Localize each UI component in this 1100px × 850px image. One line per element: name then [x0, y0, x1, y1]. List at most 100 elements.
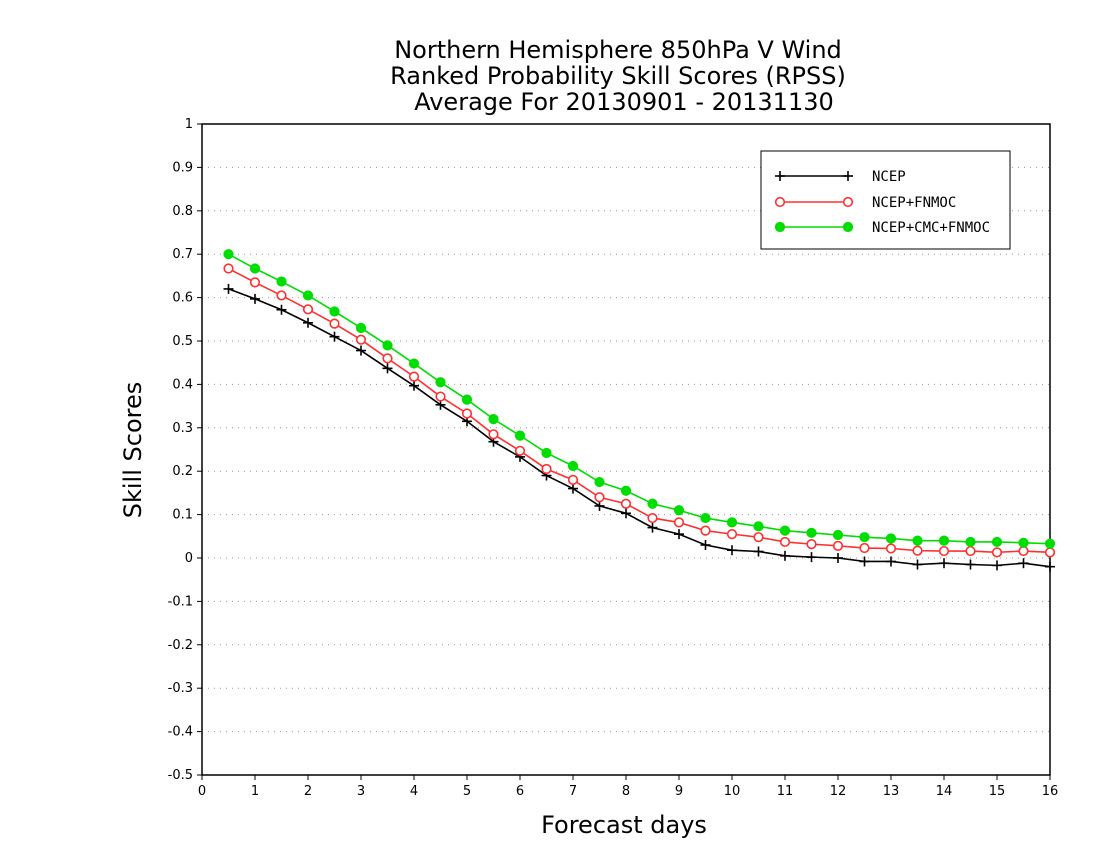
x-axis-label: Forecast days — [541, 811, 707, 839]
data-point-open-circle — [700, 525, 711, 536]
data-point-open-circle — [382, 353, 393, 364]
legend-items: NCEP NCEP+FNMOC NCEP+CMC+FNMOC — [774, 169, 990, 236]
x-tick-label: 8 — [622, 784, 630, 799]
data-point-plus — [674, 529, 684, 540]
data-point-filled-circle — [408, 358, 420, 369]
data-point-open-circle — [647, 512, 658, 524]
data-point-plus — [859, 556, 870, 567]
data-point-plus — [727, 545, 737, 556]
x-tick-label: 3 — [357, 784, 365, 799]
data-point-filled-circle — [806, 527, 817, 538]
series-ncep-cmc-fnmoc — [223, 249, 1056, 549]
data-point-filled-circle — [541, 447, 552, 459]
data-point-filled-circle — [832, 529, 844, 541]
series-ncep-fnmoc — [223, 263, 1056, 558]
data-point-filled-circle — [726, 517, 738, 528]
data-point-filled-circle — [435, 377, 446, 388]
y-tick-label: 0 — [185, 551, 193, 566]
grid — [202, 166, 1050, 733]
data-point-plus — [843, 171, 853, 181]
legend-item: NCEP — [775, 169, 906, 185]
y-tick-label: 0.2 — [172, 464, 193, 479]
data-point-filled-circle — [753, 521, 764, 532]
data-point-open-circle — [302, 304, 314, 315]
y-tick-label: 0.8 — [172, 204, 193, 219]
legend-item: NCEP+CMC+FNMOC — [774, 220, 990, 236]
plot-frame — [201, 123, 1051, 776]
y-tick-label: -0.1 — [168, 594, 193, 609]
data-point-filled-circle — [938, 535, 950, 546]
data-point-plus — [356, 345, 366, 356]
data-point-plus — [965, 559, 976, 570]
data-point-filled-circle — [842, 221, 854, 233]
data-point-open-circle — [541, 463, 552, 475]
chart-title-line-3: Average For 20130901 - 20131130 — [414, 88, 834, 116]
data-point-plus — [382, 363, 393, 374]
y-tick-label: -0.5 — [168, 768, 193, 783]
x-tick-label: 16 — [1042, 784, 1059, 799]
data-point-plus — [780, 550, 790, 561]
data-point-open-circle — [567, 474, 579, 485]
x-tick-label: 13 — [883, 784, 900, 799]
x-tick-label: 12 — [830, 784, 847, 799]
data-point-plus — [568, 483, 578, 494]
series-line — [228, 267, 1051, 554]
data-point-open-circle — [488, 429, 499, 440]
data-point-filled-circle — [382, 340, 393, 351]
data-point-plus — [329, 331, 340, 342]
data-point-open-circle — [514, 445, 526, 456]
legend-label: NCEP — [872, 169, 906, 185]
y-tick-label: 1 — [185, 117, 193, 132]
chart-title-line-2: Ranked Probability Skill Scores (RPSS) — [390, 62, 846, 90]
data-point-plus — [775, 171, 785, 181]
x-tick-label: 5 — [463, 784, 471, 799]
data-point-filled-circle — [249, 263, 261, 274]
y-tick-label: -0.2 — [168, 638, 193, 653]
data-point-plus — [594, 500, 605, 511]
data-point-plus — [886, 556, 896, 567]
data-point-plus — [753, 546, 764, 557]
data-point-open-circle — [806, 539, 817, 550]
data-point-plus — [647, 522, 658, 533]
data-point-filled-circle — [488, 414, 499, 425]
y-tick-label: 0.3 — [172, 421, 193, 436]
data-point-filled-circle — [991, 536, 1003, 548]
x-tick-label: 4 — [410, 784, 418, 799]
data-point-filled-circle — [965, 536, 976, 548]
legend-label: NCEP+FNMOC — [872, 195, 956, 211]
data-point-plus — [1018, 558, 1029, 569]
x-tick-label: 1 — [251, 784, 259, 799]
data-point-plus — [621, 508, 631, 519]
data-point-open-circle — [249, 277, 261, 288]
data-point-plus — [833, 553, 843, 563]
data-point-open-circle — [329, 318, 340, 329]
y-axis-ticks: 1 0.9 0.8 0.7 0.6 0.5 0.4 0.3 0.2 0.1 0 -0.1 -0.2 -0.… — [168, 117, 202, 783]
data-point-open-circle — [832, 540, 844, 551]
data-point-open-circle — [774, 196, 786, 208]
data-point-open-circle — [912, 545, 923, 556]
legend-item: NCEP+FNMOC — [774, 195, 956, 211]
x-tick-label: 6 — [516, 784, 524, 799]
data-point-plus — [303, 317, 313, 328]
series-line — [228, 253, 1051, 545]
y-tick-label: 0.5 — [172, 334, 193, 349]
x-tick-label: 10 — [724, 784, 741, 799]
data-point-filled-circle — [514, 430, 526, 441]
data-point-plus — [276, 304, 287, 315]
y-tick-label: 0.9 — [172, 160, 193, 175]
data-point-filled-circle — [700, 512, 711, 524]
x-tick-label: 9 — [675, 784, 683, 799]
data-point-plus — [1045, 561, 1055, 572]
data-point-open-circle — [885, 543, 897, 554]
x-tick-label: 11 — [777, 784, 794, 799]
y-tick-label: 0.1 — [172, 508, 193, 523]
data-point-open-circle — [673, 517, 685, 528]
data-point-filled-circle — [859, 532, 870, 543]
legend-box — [760, 150, 1011, 250]
data-point-open-circle — [461, 408, 473, 419]
y-tick-label: 0.6 — [172, 291, 193, 306]
data-point-filled-circle — [1018, 537, 1029, 548]
data-point-open-circle — [726, 529, 738, 540]
x-tick-label: 7 — [569, 784, 577, 799]
